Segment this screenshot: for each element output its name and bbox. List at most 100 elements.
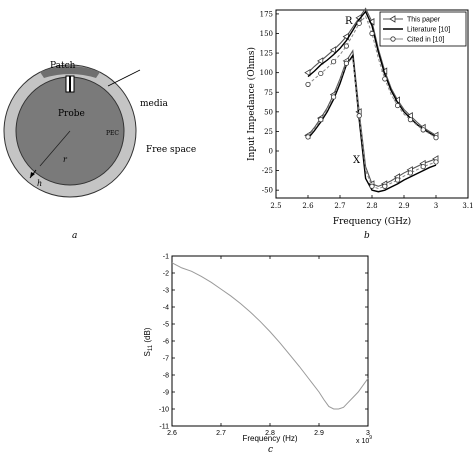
b-marker-2-6 bbox=[343, 43, 349, 49]
panel-c-ylabel: S11 (dB) bbox=[143, 327, 154, 356]
b-ytick-label-8: 150 bbox=[260, 30, 273, 38]
free-space-label: Free space bbox=[146, 145, 196, 155]
b-marker-2-16 bbox=[407, 117, 413, 123]
c-xtick-label-1: 2.7 bbox=[216, 430, 226, 437]
panel-c-chart: 2.6 2.7 2.8 2.9 3 -1 -2 -3 -4 -5 -6 -7 -8 -9 -10 -11 Fr… bbox=[143, 254, 372, 454]
c-series-s11-0 bbox=[171, 262, 369, 410]
b-xtick-label-1: 2.6 bbox=[302, 202, 314, 210]
ylabel-main: S bbox=[143, 351, 152, 356]
legend-marker-2 bbox=[390, 36, 396, 42]
panel-c-frame bbox=[171, 255, 369, 427]
patch-cap bbox=[40, 66, 100, 78]
c-ytick-label-4: -5 bbox=[163, 322, 169, 329]
c-xtick-label-2: 2.8 bbox=[265, 430, 275, 437]
c-ytick-label-0: -1 bbox=[163, 254, 169, 261]
b-marker-2-10 bbox=[369, 30, 375, 37]
b-marker-5-4 bbox=[330, 94, 337, 100]
c-ytick-label-8: -9 bbox=[163, 390, 169, 397]
pec-label: PEC bbox=[106, 130, 119, 137]
b-marker-0-0 bbox=[304, 68, 311, 77]
legend-entry-0: This paper bbox=[407, 17, 441, 24]
b-ytick-label-7: 125 bbox=[260, 50, 273, 58]
b-marker-5-8 bbox=[356, 113, 362, 119]
c-xtick-label-3: 2.9 bbox=[314, 430, 324, 437]
b-marker-5-12 bbox=[382, 183, 388, 189]
legend-marker-0 bbox=[389, 15, 396, 23]
b-series-R-1 bbox=[307, 10, 437, 138]
b-marker-2-20 bbox=[433, 135, 439, 141]
b-ytick-label-6: 100 bbox=[260, 69, 273, 77]
media-leader bbox=[107, 69, 141, 87]
c-ytick-label-7: -8 bbox=[163, 373, 169, 380]
b-marker-5-14 bbox=[394, 177, 401, 183]
panel-b-label: b bbox=[364, 231, 370, 241]
radius-line bbox=[39, 130, 71, 167]
b-ytick-label-5: 75 bbox=[264, 89, 273, 97]
patch-label: Patch bbox=[50, 61, 76, 71]
b-marker-5-0 bbox=[305, 134, 311, 140]
c-xtick-label-0: 2.6 bbox=[167, 430, 177, 437]
c-ytick-label-3: -4 bbox=[163, 305, 169, 312]
panel-a-label: a bbox=[72, 231, 77, 241]
b-ytick-label-2: 0 bbox=[269, 148, 273, 156]
ylabel-unit: (dB) bbox=[143, 327, 152, 345]
b-xtick-label-2: 2.7 bbox=[334, 202, 345, 210]
media-label: media bbox=[140, 99, 169, 109]
b-marker-2-4 bbox=[330, 59, 337, 65]
panel-b-ylabel: Input Impedance (Ohms) bbox=[246, 47, 257, 161]
b-xtick-label-4: 2.9 bbox=[398, 202, 409, 210]
panel-b-xlabel: Frequency (GHz) bbox=[333, 216, 411, 227]
legend-entry-1: Literature [10] bbox=[407, 27, 450, 34]
b-marker-5-2 bbox=[318, 117, 324, 123]
panel-c-label: c bbox=[268, 445, 273, 454]
b-ytick-label-9: 175 bbox=[260, 10, 273, 18]
b-marker-5-20 bbox=[433, 159, 439, 165]
b-marker-2-12 bbox=[382, 76, 388, 82]
panel-c-ticks: 2.6 2.7 2.8 2.9 3 -1 -2 -3 -4 -5 -6 -7 -8 -9 -10 -11 bbox=[159, 254, 370, 438]
b-xtick-label-0: 2.5 bbox=[270, 202, 281, 210]
b-marker-0-4 bbox=[329, 46, 337, 54]
b-series-X-3 bbox=[307, 49, 437, 187]
b-ytick-label-1: -25 bbox=[262, 167, 273, 175]
b-series-X-4 bbox=[307, 53, 437, 193]
panel-c-series bbox=[171, 262, 369, 410]
c-ytick-label-2: -3 bbox=[163, 288, 169, 295]
c-ytick-label-9: -10 bbox=[159, 407, 169, 414]
radius-label: r bbox=[63, 155, 68, 164]
c-ytick-label-5: -6 bbox=[163, 339, 169, 346]
b-marker-2-18 bbox=[420, 127, 426, 133]
reactance-annotation: X bbox=[353, 155, 361, 166]
b-ytick-label-3: 25 bbox=[264, 128, 273, 136]
b-marker-5-10 bbox=[369, 183, 375, 189]
panel-a-geometry: Patch media Probe PEC Free space r h a bbox=[3, 61, 196, 241]
b-series-R-2 bbox=[307, 15, 437, 139]
c-xtick-label-4: 3 bbox=[366, 430, 370, 437]
x-multiplier-exponent: 9 bbox=[369, 435, 372, 441]
b-ytick-label-0: -50 bbox=[262, 187, 273, 195]
panel-b-chart: 2.5 2.6 2.7 2.8 2.9 3 3.1 -50 -25 0 25 50 75 100 125 15… bbox=[246, 7, 474, 241]
b-marker-5-16 bbox=[407, 170, 413, 176]
panel-b-series bbox=[304, 7, 439, 193]
c-ytick-label-10: -11 bbox=[159, 424, 169, 431]
b-marker-2-2 bbox=[318, 70, 324, 77]
b-xtick-label-6: 3.1 bbox=[462, 202, 473, 210]
b-marker-2-0 bbox=[305, 81, 311, 88]
ylabel-subscript: 11 bbox=[148, 344, 154, 351]
x-multiplier-base: x 10 bbox=[356, 438, 369, 445]
thickness-arrowhead bbox=[30, 172, 35, 178]
panel-b-ticks: 2.5 2.6 2.7 2.8 2.9 3 3.1 -50 -25 0 25 50 75 100 125 15… bbox=[260, 10, 474, 210]
b-marker-5-6 bbox=[343, 60, 349, 66]
b-marker-2-8 bbox=[356, 20, 362, 26]
b-xtick-label-3: 2.8 bbox=[366, 202, 377, 210]
panel-c-xlabel: Frequency (Hz) bbox=[242, 434, 297, 443]
resistance-annotation: R bbox=[345, 16, 353, 27]
b-ytick-label-4: 50 bbox=[264, 108, 273, 116]
thickness-label: h bbox=[37, 179, 42, 188]
legend-entry-2: Cited in [10] bbox=[407, 37, 444, 44]
c-ytick-label-6: -7 bbox=[163, 356, 169, 363]
b-marker-5-18 bbox=[420, 164, 426, 170]
b-marker-0-2 bbox=[317, 57, 324, 65]
c-ytick-label-1: -2 bbox=[163, 271, 169, 278]
b-xtick-label-5: 3 bbox=[434, 202, 438, 210]
